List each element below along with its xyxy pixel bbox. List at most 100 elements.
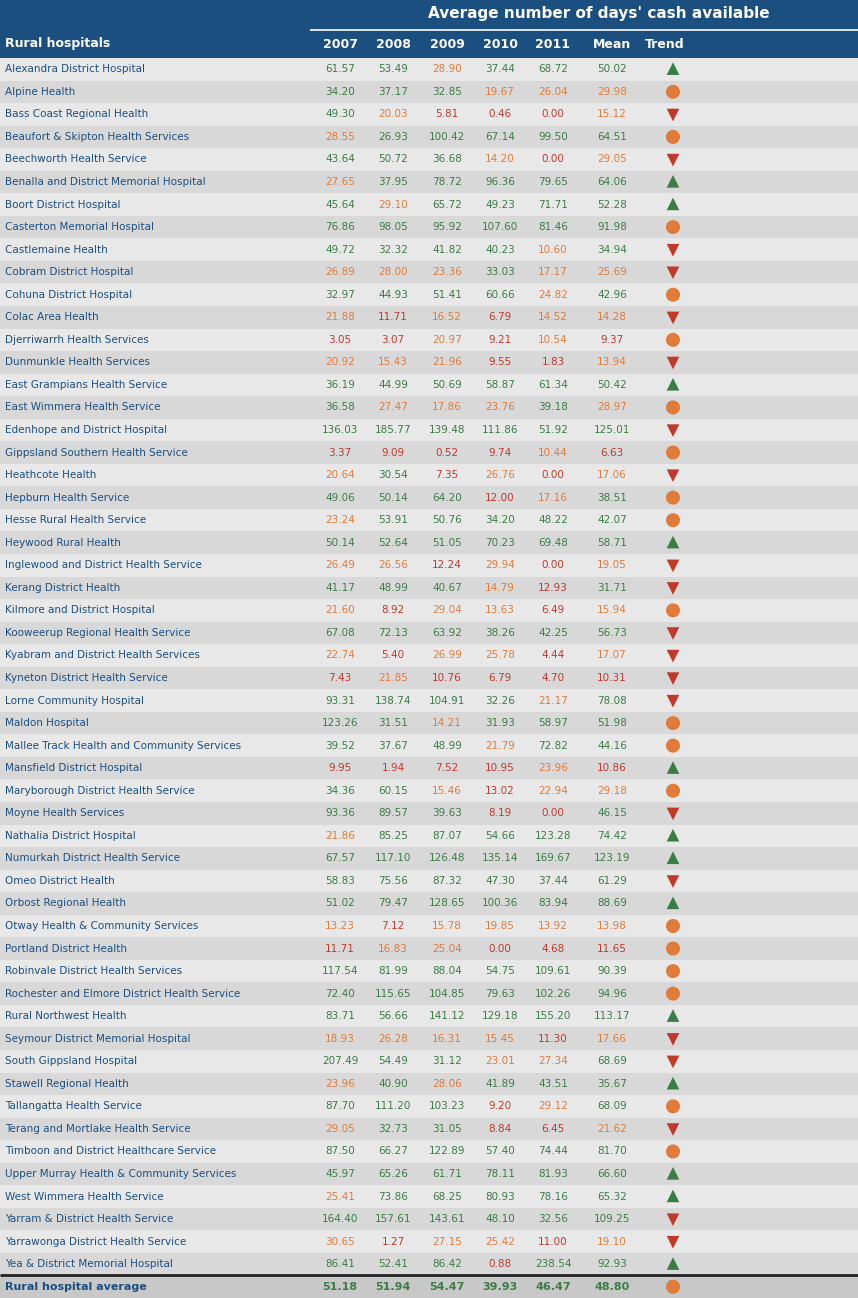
Text: 11.71: 11.71	[325, 944, 355, 954]
Text: 41.17: 41.17	[325, 583, 355, 593]
Text: 61.71: 61.71	[432, 1169, 462, 1179]
Text: 38.26: 38.26	[485, 628, 515, 637]
Text: 89.57: 89.57	[378, 809, 408, 818]
Text: 88.04: 88.04	[432, 966, 462, 976]
Bar	[0, 937, 858, 959]
Text: 91.98: 91.98	[597, 222, 627, 232]
Text: 39.93: 39.93	[482, 1281, 517, 1292]
Text: 54.49: 54.49	[378, 1057, 408, 1066]
Text: 21.85: 21.85	[378, 672, 408, 683]
Text: 64.20: 64.20	[432, 493, 462, 502]
Text: 22.94: 22.94	[538, 785, 568, 796]
Text: 122.89: 122.89	[429, 1146, 465, 1157]
Text: 79.47: 79.47	[378, 898, 408, 909]
Text: 28.97: 28.97	[597, 402, 627, 413]
Text: 60.66: 60.66	[485, 289, 515, 300]
Text: 50.02: 50.02	[597, 65, 627, 74]
Text: 31.71: 31.71	[597, 583, 627, 593]
Text: 33.03: 33.03	[485, 267, 515, 278]
Bar	[0, 667, 858, 689]
Text: 143.61: 143.61	[429, 1214, 465, 1224]
Text: Colac Area Health: Colac Area Health	[5, 313, 99, 322]
Text: 4.70: 4.70	[541, 672, 565, 683]
Text: 31.05: 31.05	[432, 1124, 462, 1134]
Text: 45.64: 45.64	[325, 200, 355, 209]
Bar	[0, 892, 858, 915]
Text: 32.56: 32.56	[538, 1214, 568, 1224]
Polygon shape	[667, 650, 680, 662]
Text: 54.47: 54.47	[429, 1281, 465, 1292]
Text: Kyabram and District Health Services: Kyabram and District Health Services	[5, 650, 200, 661]
Text: 107.60: 107.60	[482, 222, 518, 232]
Bar	[0, 711, 858, 735]
Text: 51.18: 51.18	[323, 1281, 358, 1292]
Circle shape	[667, 86, 680, 99]
Text: 24.82: 24.82	[538, 289, 568, 300]
Text: 19.85: 19.85	[485, 922, 515, 931]
Polygon shape	[667, 672, 680, 685]
Text: 71.71: 71.71	[538, 200, 568, 209]
Text: 68.25: 68.25	[432, 1192, 462, 1202]
Circle shape	[667, 964, 680, 977]
Text: 44.93: 44.93	[378, 289, 408, 300]
Bar	[0, 193, 858, 215]
Bar	[0, 870, 858, 892]
Text: 21.79: 21.79	[485, 741, 515, 750]
Bar	[0, 689, 858, 711]
Polygon shape	[667, 807, 680, 820]
Polygon shape	[667, 1189, 680, 1202]
Bar	[0, 80, 858, 103]
Text: 12.24: 12.24	[432, 561, 462, 570]
Bar	[0, 576, 858, 600]
Text: 54.66: 54.66	[485, 831, 515, 841]
Text: 29.12: 29.12	[538, 1102, 568, 1111]
Bar	[0, 915, 858, 937]
Text: 50.72: 50.72	[378, 154, 408, 165]
Text: 68.09: 68.09	[597, 1102, 627, 1111]
Text: 83.71: 83.71	[325, 1011, 355, 1022]
Text: 8.84: 8.84	[488, 1124, 511, 1134]
Text: 51.41: 51.41	[432, 289, 462, 300]
Text: 31.93: 31.93	[485, 718, 515, 728]
Text: 21.17: 21.17	[538, 696, 568, 706]
Text: 68.69: 68.69	[597, 1057, 627, 1066]
Text: 65.26: 65.26	[378, 1169, 408, 1179]
Text: 66.27: 66.27	[378, 1146, 408, 1157]
Text: 21.60: 21.60	[325, 605, 355, 615]
Text: 49.23: 49.23	[485, 200, 515, 209]
Text: Inglewood and District Health Service: Inglewood and District Health Service	[5, 561, 202, 570]
Text: 17.06: 17.06	[597, 470, 627, 480]
Text: 23.24: 23.24	[325, 515, 355, 526]
Bar	[0, 463, 858, 487]
Text: 13.92: 13.92	[538, 922, 568, 931]
Polygon shape	[667, 829, 680, 841]
Text: 12.93: 12.93	[538, 583, 568, 593]
Text: 34.20: 34.20	[485, 515, 515, 526]
Text: 6.45: 6.45	[541, 1124, 565, 1134]
Text: 0.00: 0.00	[541, 109, 565, 119]
Text: 9.74: 9.74	[488, 448, 511, 458]
Text: 102.26: 102.26	[535, 989, 571, 998]
Text: 29.94: 29.94	[485, 561, 515, 570]
Text: 32.26: 32.26	[485, 696, 515, 706]
Text: 10.44: 10.44	[538, 448, 568, 458]
Bar	[0, 261, 858, 283]
Bar	[0, 283, 858, 306]
Bar	[0, 239, 858, 261]
Bar	[0, 1140, 858, 1163]
Text: Hepburn Health Service: Hepburn Health Service	[5, 493, 130, 502]
Text: 29.18: 29.18	[597, 785, 627, 796]
Text: 52.41: 52.41	[378, 1259, 408, 1269]
Text: 64.51: 64.51	[597, 132, 627, 141]
Polygon shape	[667, 1033, 680, 1046]
Text: 31.12: 31.12	[432, 1057, 462, 1066]
Text: 40.67: 40.67	[432, 583, 462, 593]
Text: 34.36: 34.36	[325, 785, 355, 796]
Text: 15.94: 15.94	[597, 605, 627, 615]
Text: 25.04: 25.04	[432, 944, 462, 954]
Polygon shape	[667, 378, 680, 391]
Polygon shape	[667, 197, 680, 210]
Text: 141.12: 141.12	[429, 1011, 465, 1022]
Text: 15.43: 15.43	[378, 357, 408, 367]
Text: 51.94: 51.94	[375, 1281, 411, 1292]
